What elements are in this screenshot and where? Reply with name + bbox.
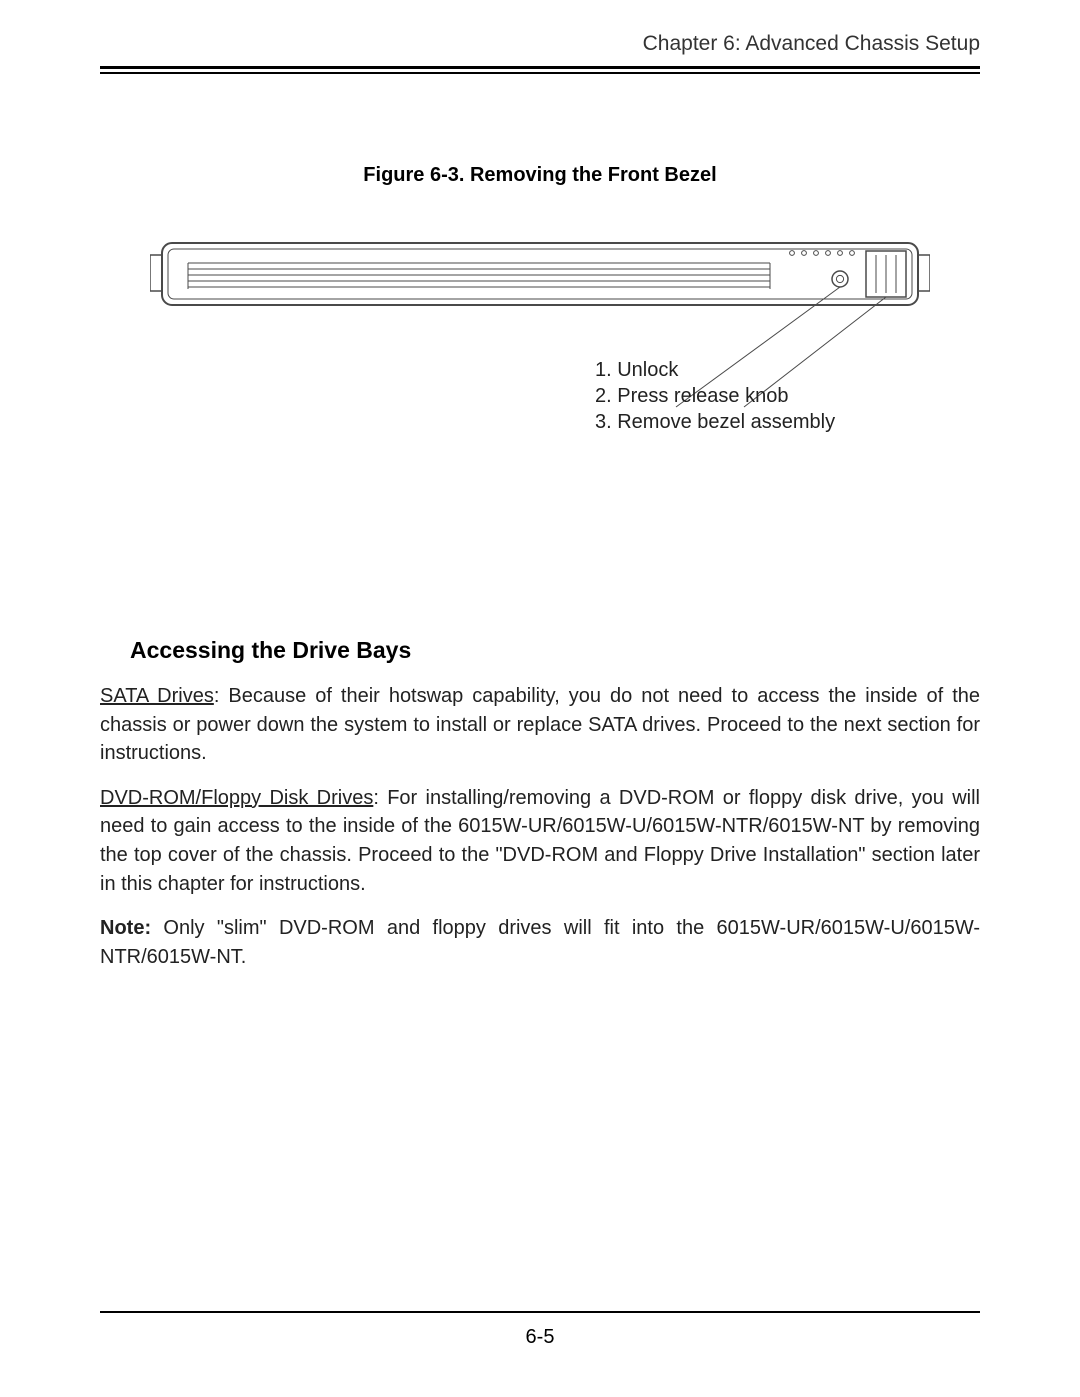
figure-area: 1. Unlock 2. Press release knob 3. Remov… bbox=[100, 237, 980, 437]
figure-caption: Figure 6-3. Removing the Front Bezel bbox=[100, 164, 980, 187]
chapter-header: Chapter 6: Advanced Chassis Setup bbox=[100, 32, 980, 56]
paragraph-note: Note: Only "slim" DVD-ROM and floppy dri… bbox=[100, 914, 980, 971]
figure-steps: 1. Unlock 2. Press release knob 3. Remov… bbox=[595, 357, 835, 435]
footer-rule bbox=[100, 1311, 980, 1313]
text-sata: : Because of their hotswap capability, y… bbox=[100, 685, 980, 764]
label-dvd: DVD-ROM/Floppy Disk Drives bbox=[100, 787, 373, 809]
label-note: Note: bbox=[100, 917, 151, 939]
page: Chapter 6: Advanced Chassis Setup Figure… bbox=[0, 0, 1080, 1397]
paragraph-sata: SATA Drives: Because of their hotswap ca… bbox=[100, 682, 980, 768]
page-number: 6-5 bbox=[0, 1326, 1080, 1349]
section-heading: Accessing the Drive Bays bbox=[130, 637, 980, 664]
header-rule bbox=[100, 66, 980, 74]
text-note: Only "slim" DVD-ROM and floppy drives wi… bbox=[100, 917, 980, 968]
label-sata: SATA Drives bbox=[100, 685, 214, 707]
figure-step-1: 1. Unlock bbox=[595, 357, 835, 383]
figure-step-2: 2. Press release knob bbox=[595, 383, 835, 409]
paragraph-dvd: DVD-ROM/Floppy Disk Drives: For installi… bbox=[100, 784, 980, 898]
figure-step-3: 3. Remove bezel assembly bbox=[595, 409, 835, 435]
